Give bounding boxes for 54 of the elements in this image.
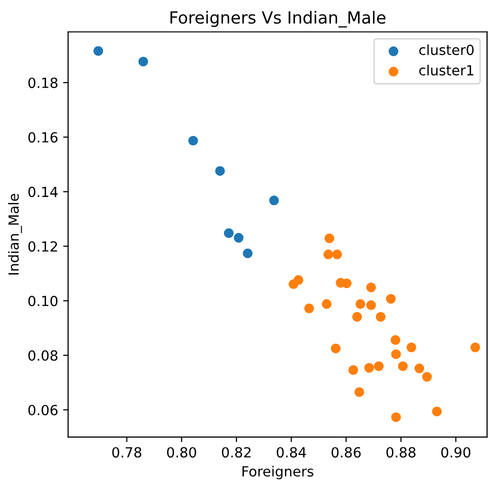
y-tick-label: 0.10 bbox=[28, 296, 58, 306]
point bbox=[269, 196, 279, 206]
point bbox=[332, 250, 342, 260]
point bbox=[366, 300, 376, 310]
point bbox=[188, 136, 198, 146]
point bbox=[386, 294, 396, 304]
x-tick-label: 0.88 bbox=[386, 447, 416, 458]
point bbox=[354, 387, 364, 397]
point bbox=[288, 279, 298, 289]
y-tick-label: 0.18 bbox=[28, 78, 58, 88]
legend-label: cluster1 bbox=[419, 64, 474, 76]
point bbox=[242, 248, 253, 258]
chart-title: Foreigners Vs Indian_Male bbox=[170, 10, 386, 28]
x-tick-label: 0.78 bbox=[112, 447, 142, 458]
x-tick-label: 0.82 bbox=[222, 447, 251, 458]
point bbox=[364, 362, 374, 373]
y-tick-label: 0.14 bbox=[28, 186, 58, 198]
point bbox=[93, 46, 104, 56]
point bbox=[390, 335, 400, 345]
point bbox=[234, 232, 244, 243]
point bbox=[432, 406, 442, 416]
point bbox=[324, 233, 334, 244]
point bbox=[366, 282, 376, 292]
point bbox=[414, 364, 424, 374]
point bbox=[330, 344, 341, 354]
point bbox=[352, 312, 362, 322]
y-axis-title: Indian_Male bbox=[8, 194, 22, 274]
point bbox=[470, 342, 480, 352]
x-tick-label: 0.80 bbox=[167, 447, 196, 458]
legend-label: cluster0 bbox=[419, 44, 474, 56]
y-tick-label: 0.12 bbox=[28, 241, 57, 252]
point bbox=[391, 412, 401, 422]
point bbox=[356, 299, 366, 309]
x-tick-label: 0.90 bbox=[441, 447, 470, 458]
point bbox=[398, 361, 408, 372]
x-axis-title: Foreigners bbox=[242, 466, 314, 480]
point bbox=[304, 304, 314, 314]
point bbox=[406, 342, 416, 352]
point bbox=[342, 278, 352, 288]
point bbox=[348, 365, 358, 375]
y-tick-label: 0.06 bbox=[28, 404, 58, 416]
point bbox=[215, 166, 225, 176]
x-tick-label: 0.84 bbox=[276, 447, 306, 458]
point bbox=[422, 372, 432, 382]
y-tick-label: 0.08 bbox=[28, 350, 58, 361]
point bbox=[138, 56, 148, 66]
y-tick-label: 0.16 bbox=[28, 132, 58, 143]
point bbox=[323, 250, 334, 260]
point bbox=[376, 312, 386, 322]
point bbox=[374, 361, 384, 372]
point bbox=[322, 299, 332, 309]
point bbox=[224, 228, 234, 238]
point bbox=[391, 349, 401, 360]
x-tick-label: 0.86 bbox=[332, 447, 361, 458]
